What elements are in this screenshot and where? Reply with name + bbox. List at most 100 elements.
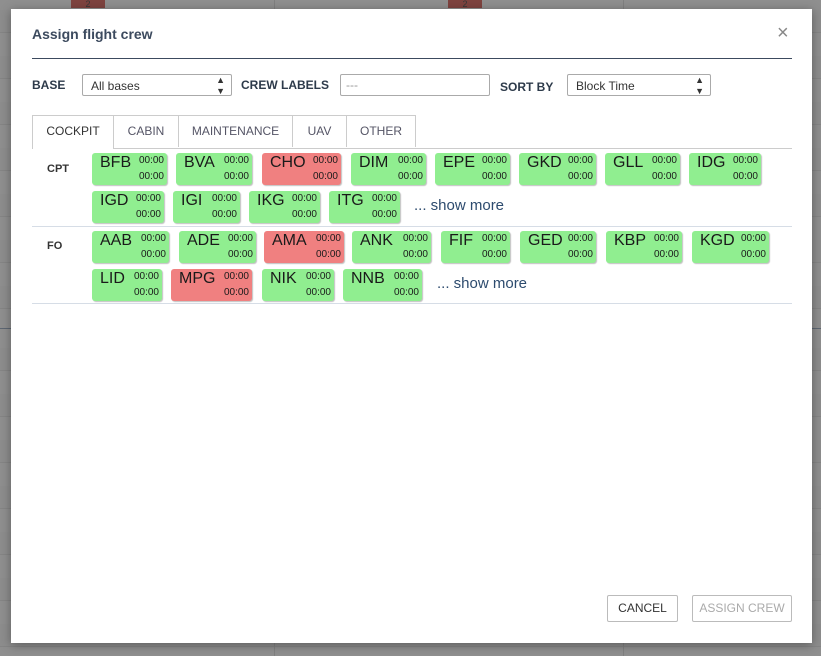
chevron-updown-icon: ▲ ▼ [695, 75, 704, 96]
crew-chip-dim[interactable]: DIM 00:00 00:00 [351, 153, 426, 185]
crew-chip-lid[interactable]: LID 00:00 00:00 [92, 269, 162, 301]
crew-chip-kgd[interactable]: KGD 00:00 00:00 [692, 231, 769, 263]
sort-by-label: SORT BY [500, 80, 554, 94]
crew-group-cpt: CPT BFB 00:00 00:00 BVA 00:00 00:00 CHO 00:00 00… [32, 148, 792, 227]
crew-time-bottom: 00:00 [371, 209, 397, 220]
crew-time-bottom: 00:00 [312, 171, 338, 182]
sort-by-select-value: Block Time [576, 79, 635, 93]
crew-time-top: 00:00 [402, 233, 428, 244]
show-more-cpt-link[interactable]: ... show more [414, 197, 505, 214]
crew-chip-fif[interactable]: FIF 00:00 00:00 [441, 231, 510, 263]
crew-code: MPG [179, 270, 216, 287]
crew-code: BFB [100, 154, 132, 171]
crew-chip-ade[interactable]: ADE 00:00 00:00 [179, 231, 256, 263]
crew-group-fo: FO AAB 00:00 00:00 ADE 00:00 00:00 AMA 00:00 00:… [32, 226, 792, 304]
crew-time-top: 00:00 [481, 233, 507, 244]
crew-time-bottom: 00:00 [567, 171, 593, 182]
crew-time-top: 00:00 [138, 155, 164, 166]
crew-chip-aab[interactable]: AAB 00:00 00:00 [92, 231, 169, 263]
crew-chip-cho[interactable]: CHO 00:00 00:00 [262, 153, 341, 185]
crew-chip-gll[interactable]: GLL 00:00 00:00 [605, 153, 680, 185]
crew-time-top: 00:00 [305, 271, 331, 282]
crew-time-bottom: 00:00 [393, 287, 419, 298]
crew-time-top: 00:00 [223, 271, 249, 282]
tab-maintenance[interactable]: MAINTENANCE [179, 115, 293, 147]
crew-chip-bfb[interactable]: BFB 00:00 00:00 [92, 153, 167, 185]
crew-chip-ged[interactable]: GED 00:00 00:00 [520, 231, 596, 263]
tab-cabin[interactable]: CABIN [114, 115, 179, 147]
crew-chip-gkd[interactable]: GKD 00:00 00:00 [519, 153, 596, 185]
crew-code: IDG [697, 154, 726, 171]
crew-code: IKG [257, 192, 285, 209]
crew-time-bottom: 00:00 [567, 249, 593, 260]
dialog-title: Assign flight crew [32, 26, 153, 42]
close-icon[interactable]: × [777, 22, 789, 44]
crew-time-top: 00:00 [312, 155, 338, 166]
crew-chip-igi[interactable]: IGI 00:00 00:00 [173, 191, 240, 223]
sort-by-select[interactable]: Block Time ▲ ▼ [567, 74, 711, 96]
tab-uav[interactable]: UAV [293, 115, 347, 147]
crew-time-top: 00:00 [223, 155, 249, 166]
tab-cockpit[interactable]: COCKPIT [32, 115, 114, 149]
crew-code: KGD [700, 232, 735, 249]
crew-chip-igd[interactable]: IGD 00:00 00:00 [92, 191, 164, 223]
crew-time-bottom: 00:00 [651, 171, 677, 182]
crew-time-top: 00:00 [397, 155, 423, 166]
crew-time-top: 00:00 [567, 155, 593, 166]
crew-chip-epe[interactable]: EPE 00:00 00:00 [435, 153, 510, 185]
crew-chip-kbp[interactable]: KBP 00:00 00:00 [606, 231, 682, 263]
crew-time-top: 00:00 [135, 193, 161, 204]
crew-time-bottom: 00:00 [140, 249, 166, 260]
crew-labels-input[interactable]: --- [340, 74, 490, 96]
background-badge: 2 [71, 0, 105, 9]
crew-code: BVA [184, 154, 215, 171]
crew-time-bottom: 00:00 [138, 171, 164, 182]
crew-time-top: 00:00 [732, 155, 758, 166]
crew-code: DIM [359, 154, 389, 171]
crew-time-bottom: 00:00 [740, 249, 766, 260]
crew-code: GED [528, 232, 563, 249]
crew-code: NNB [351, 270, 385, 287]
crew-time-top: 00:00 [140, 233, 166, 244]
assign-crew-button[interactable]: ASSIGN CREW [692, 595, 792, 622]
tab-other[interactable]: OTHER [347, 115, 416, 147]
crew-chip-mpg[interactable]: MPG 00:00 00:00 [171, 269, 252, 301]
crew-code: IGD [100, 192, 129, 209]
group-label-cpt: CPT [47, 163, 69, 175]
chevron-updown-icon: ▲ ▼ [216, 75, 225, 96]
crew-chip-ank[interactable]: ANK 00:00 00:00 [352, 231, 431, 263]
crew-code: NIK [270, 270, 297, 287]
crew-chip-ikg[interactable]: IKG 00:00 00:00 [249, 191, 320, 223]
crew-code: CHO [270, 154, 306, 171]
crew-time-bottom: 00:00 [315, 249, 341, 260]
crew-chip-idg[interactable]: IDG 00:00 00:00 [689, 153, 761, 185]
crew-code: EPE [443, 154, 476, 171]
crew-chip-nik[interactable]: NIK 00:00 00:00 [262, 269, 334, 301]
crew-code: KBP [614, 232, 647, 249]
crew-time-top: 00:00 [315, 233, 341, 244]
crew-labels-label: CREW LABELS [241, 78, 329, 92]
crew-code: ADE [187, 232, 220, 249]
crew-time-top: 00:00 [740, 233, 766, 244]
crew-chip-nnb[interactable]: NNB 00:00 00:00 [343, 269, 422, 301]
show-more-fo-link[interactable]: ... show more [437, 275, 528, 292]
crew-time-bottom: 00:00 [397, 171, 423, 182]
crew-time-bottom: 00:00 [481, 249, 507, 260]
crew-chip-ama[interactable]: AMA 00:00 00:00 [264, 231, 344, 263]
crew-type-tabs: COCKPIT CABIN MAINTENANCE UAV OTHER [32, 115, 792, 149]
group-label-fo: FO [47, 240, 63, 252]
crew-chip-itg[interactable]: ITG 00:00 00:00 [329, 191, 400, 223]
crew-code: FIF [449, 232, 473, 249]
crew-time-top: 00:00 [227, 233, 253, 244]
crew-time-bottom: 00:00 [732, 171, 758, 182]
crew-time-top: 00:00 [651, 155, 677, 166]
base-select[interactable]: All bases ▲ ▼ [82, 74, 232, 96]
crew-chip-bva[interactable]: BVA 00:00 00:00 [176, 153, 252, 185]
crew-time-top: 00:00 [481, 155, 507, 166]
cancel-button[interactable]: CANCEL [607, 595, 678, 622]
crew-time-top: 00:00 [567, 233, 593, 244]
crew-time-bottom: 00:00 [223, 287, 249, 298]
crew-time-top: 00:00 [393, 271, 419, 282]
crew-time-bottom: 00:00 [227, 249, 253, 260]
crew-time-bottom: 00:00 [653, 249, 679, 260]
